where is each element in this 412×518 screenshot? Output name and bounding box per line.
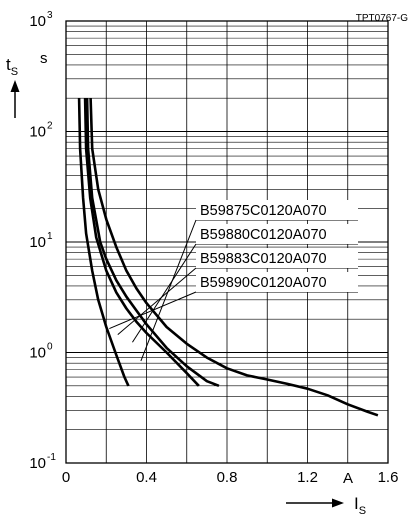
x-tick-label: 0 [62, 469, 70, 486]
x-tick-label: 1.2 [297, 469, 318, 486]
y-tick-label: 10 [29, 234, 46, 251]
figure-code: TPT0767-G [356, 13, 408, 24]
plot-frame [65, 20, 389, 464]
y-tick-exponent: -1 [47, 452, 56, 463]
y-tick-base: 10 [29, 234, 46, 251]
legend-leader-line [132, 243, 197, 343]
x-axis-subscript: S [359, 505, 366, 517]
x-tick-label: 0.8 [217, 469, 238, 486]
x-tick-label: 0.4 [136, 469, 157, 486]
legend-item-bg [196, 200, 358, 220]
y-axis-title: tS [6, 55, 20, 118]
y-tick-base: 10 [29, 345, 46, 362]
legend-leader-line [109, 291, 197, 330]
y-tick-exponent: 3 [47, 10, 53, 21]
x-axis-title: IS [286, 494, 366, 517]
x-axis-arrowhead-icon [332, 498, 344, 508]
legend-leader-line [140, 219, 197, 362]
legend-leader-line [117, 267, 197, 335]
legend-entry: B59875C0120A070 [200, 203, 327, 219]
x-tick-label: 1.6 [378, 469, 399, 486]
y-tick-label: 10 [29, 124, 46, 141]
series-layer [77, 98, 379, 417]
legend: B59875C0120A070 B59880C0120A070 B59883C012… [196, 200, 358, 292]
y-tick-base: 10 [29, 455, 46, 472]
legend-entry: B59883C0120A070 [200, 251, 327, 267]
legend-entry: B59890C0120A070 [200, 275, 327, 291]
x-axis-unit: A [343, 470, 353, 487]
legend-entry: B59880C0120A070 [200, 227, 327, 243]
series-line-B59883C0120A070 [83, 98, 200, 387]
legend-item-bg [196, 272, 358, 292]
y-tick-exponent: 2 [47, 121, 53, 132]
y-axis-subscript: S [11, 66, 18, 78]
y-tick-exponent: 1 [47, 231, 53, 242]
y-tick-base: 10 [29, 13, 46, 30]
svg-text:IS: IS [354, 494, 366, 517]
y-tick-label: 10 [29, 345, 46, 362]
y-axis-label: t [6, 55, 11, 74]
series-line-B59880C0120A070 [85, 98, 220, 388]
svg-text:tS: tS [6, 55, 18, 78]
y-tick-exponent: 0 [47, 342, 53, 353]
legend-item-bg [196, 248, 358, 268]
y-tick-label: 10 [29, 455, 46, 472]
y-tick-base: 10 [29, 124, 46, 141]
legend-item-bg [196, 224, 358, 244]
series-line-B59875C0120A070 [89, 98, 379, 417]
series-line-B59890C0120A070 [77, 98, 130, 387]
y-tick-label: 10 [29, 13, 46, 30]
y-axis-arrowhead-icon [10, 80, 20, 92]
y-axis-unit: s [40, 50, 48, 67]
x-axis-label: I [354, 494, 359, 513]
